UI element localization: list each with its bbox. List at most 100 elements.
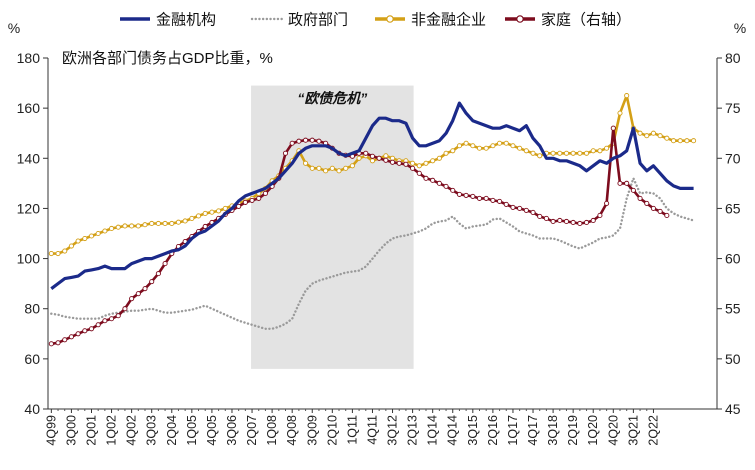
data-point xyxy=(530,209,536,215)
x-tick-label: 3Q21 xyxy=(626,415,640,446)
data-point xyxy=(570,150,576,156)
data-point xyxy=(543,215,549,222)
series-line xyxy=(50,174,695,330)
right-tick-label: 70 xyxy=(725,150,741,166)
left-tick-label: 60 xyxy=(24,351,40,367)
x-tick-label: 4Q99 xyxy=(44,415,58,446)
left-tick-label: 120 xyxy=(17,200,41,216)
data-point xyxy=(604,145,610,151)
legend-item-4: 家庭（右轴） xyxy=(505,12,631,29)
legend-label: 非金融企业 xyxy=(411,11,486,29)
data-point xyxy=(369,158,376,164)
right-tick-label: 65 xyxy=(725,200,741,216)
data-point xyxy=(55,251,61,257)
data-point xyxy=(563,218,570,225)
data-point xyxy=(216,208,222,214)
data-point xyxy=(383,153,389,159)
data-point xyxy=(490,197,496,203)
x-tick-label: 2Q19 xyxy=(566,415,580,446)
data-point xyxy=(343,165,349,171)
x-tick-label: 1Q14 xyxy=(426,415,440,446)
data-point xyxy=(95,230,101,237)
data-point xyxy=(349,163,355,169)
data-point xyxy=(463,192,469,198)
x-tick-label: 3Q00 xyxy=(64,415,78,446)
data-point xyxy=(644,133,650,139)
data-point xyxy=(657,208,663,214)
data-point xyxy=(149,279,155,285)
data-point xyxy=(102,228,108,234)
data-point xyxy=(189,215,195,222)
data-point xyxy=(303,160,309,166)
data-point xyxy=(142,222,148,228)
data-point xyxy=(470,143,476,149)
legend-marker xyxy=(386,15,394,23)
x-tick-label: 4Q02 xyxy=(125,415,139,446)
data-point xyxy=(604,200,610,206)
data-point xyxy=(490,143,496,149)
data-point xyxy=(142,286,148,292)
data-point xyxy=(650,205,656,211)
data-point xyxy=(62,248,68,254)
data-point xyxy=(403,161,409,167)
shaded-region: “欧债危机” xyxy=(251,85,414,369)
data-point xyxy=(456,143,462,149)
data-point xyxy=(75,331,81,337)
data-point xyxy=(523,148,529,154)
chart-subtitle: 欧洲各部门债务占GDP比重，% xyxy=(62,50,273,67)
x-tick-label: 2Q01 xyxy=(84,415,98,446)
data-point xyxy=(122,223,128,229)
data-point xyxy=(369,153,376,159)
x-tick-label: 1Q11 xyxy=(345,415,359,445)
data-point xyxy=(617,180,623,186)
data-point xyxy=(597,212,603,218)
right-tick-label: 50 xyxy=(725,351,741,367)
data-point xyxy=(510,143,516,149)
legend-item-2: 政府部门 xyxy=(250,12,348,29)
data-point xyxy=(510,204,516,210)
data-point xyxy=(430,158,436,164)
data-point xyxy=(236,203,242,209)
data-point xyxy=(115,313,121,319)
data-point xyxy=(597,148,603,154)
data-point xyxy=(637,195,643,201)
x-tick-label: 1Q17 xyxy=(506,415,520,446)
data-point xyxy=(303,137,309,143)
right-tick-label: 60 xyxy=(725,251,741,267)
data-point xyxy=(410,160,416,166)
crisis-shade xyxy=(251,85,414,369)
data-point xyxy=(410,165,416,171)
data-point xyxy=(129,223,135,229)
x-tick-label: 4Q08 xyxy=(285,415,299,446)
data-point xyxy=(55,340,61,346)
crisis-label: “欧债危机” xyxy=(297,90,367,106)
series-line xyxy=(50,101,694,290)
left-unit-label: % xyxy=(8,20,20,36)
data-point xyxy=(637,130,643,136)
data-point xyxy=(75,238,81,244)
x-tick-label: 1Q08 xyxy=(265,415,279,446)
data-point xyxy=(664,135,670,141)
data-point xyxy=(182,218,188,224)
data-point xyxy=(610,125,616,131)
data-point xyxy=(624,180,630,186)
left-tick-label: 100 xyxy=(17,251,41,267)
data-point xyxy=(309,165,315,171)
x-tick-label: 3Q03 xyxy=(145,415,159,446)
x-tick-label: 2Q22 xyxy=(646,415,660,446)
legend-item-3: 非金融企业 xyxy=(375,11,486,29)
series-4 xyxy=(48,125,670,347)
data-point xyxy=(356,155,362,161)
data-point xyxy=(664,212,670,218)
data-point xyxy=(149,220,155,227)
data-point xyxy=(443,183,449,189)
data-point xyxy=(617,110,623,116)
x-tick-label: 3Q12 xyxy=(386,415,400,446)
data-point xyxy=(135,291,141,297)
data-point xyxy=(436,180,442,186)
data-point xyxy=(209,209,215,215)
data-point xyxy=(577,150,583,156)
data-point xyxy=(256,195,262,201)
x-tick-label: 2Q13 xyxy=(406,415,420,446)
data-point xyxy=(82,328,88,334)
